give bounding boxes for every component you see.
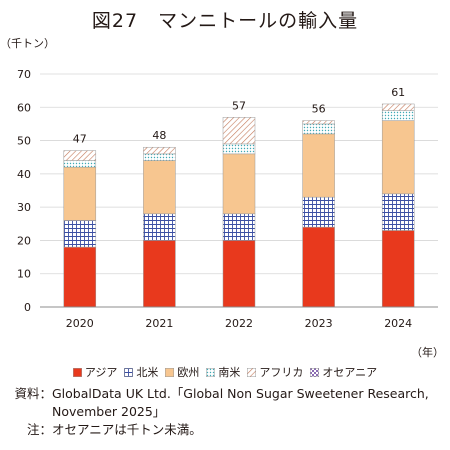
y-tick-label: 20 <box>17 234 31 247</box>
legend-label: アジア <box>84 366 118 379</box>
bar-segment-2 <box>302 133 335 198</box>
bar-segment-1 <box>222 213 256 241</box>
bar-segment-0 <box>302 226 335 308</box>
legend-label: 欧州 <box>177 366 200 379</box>
footnote-label: 注： <box>26 422 52 437</box>
bar-segment-3 <box>222 143 256 155</box>
bar-segment-0 <box>381 230 415 308</box>
y-tick-label: 30 <box>17 201 31 214</box>
bar-total-label: 61 <box>391 86 405 99</box>
y-tick-label: 10 <box>17 268 31 281</box>
bar-segment-2 <box>222 153 256 215</box>
legend-swatch <box>124 367 134 377</box>
x-tick-label: 2022 <box>225 317 253 330</box>
legend-item: アジア <box>72 364 118 380</box>
bar-segment-3 <box>302 123 335 135</box>
legend-swatch <box>72 367 82 377</box>
bar-segment-4 <box>143 146 176 155</box>
bar-segment-2 <box>63 166 97 221</box>
legend-swatch <box>206 367 216 377</box>
bar-segment-4 <box>63 150 97 161</box>
bar-segment-0 <box>222 240 256 308</box>
x-tick-label: 2020 <box>66 317 94 330</box>
legend-label: 南米 <box>218 366 241 379</box>
bar-segment-3 <box>63 160 97 168</box>
bar-total-label: 48 <box>152 129 166 142</box>
bar-segment-0 <box>63 246 97 308</box>
legend: アジア 北米 欧州 南米 アフリカ オセアニア <box>0 364 450 380</box>
legend-item: 北米 <box>124 364 158 380</box>
legend-label: オセアニア <box>322 366 378 379</box>
x-tick-label: 2024 <box>384 317 412 330</box>
bar-segment-2 <box>143 160 176 215</box>
stacked-bar-chart: 47 48 57 56 61 0 10 20 30 40 50 60 70 2020 2021 2022 20… <box>0 37 444 359</box>
bar-segment-1 <box>381 193 415 231</box>
y-tick-label: 0 <box>24 301 31 314</box>
legend-label: 北米 <box>136 366 159 379</box>
source-notes: 資料： GlobalData UK Ltd.「Global Non Sugar … <box>6 385 450 439</box>
y-tick-label: 60 <box>17 101 31 114</box>
source-text: GlobalData UK Ltd.「Global Non Sugar Swee… <box>52 386 429 419</box>
x-tick-label: 2023 <box>305 317 333 330</box>
bar-total-label: 47 <box>73 133 87 146</box>
x-tick-label: 2021 <box>145 317 173 330</box>
bar-segment-3 <box>381 110 415 121</box>
footnote-text: オセアニアは千トン未満。 <box>52 422 202 437</box>
figure-title: 図27 マンニトールの輸入量 <box>91 10 359 32</box>
legend-item: 欧州 <box>165 364 199 380</box>
y-tick-label: 50 <box>17 135 31 148</box>
bar-segment-2 <box>381 120 415 195</box>
bar-segment-1 <box>302 196 335 228</box>
legend-swatch <box>247 367 257 377</box>
x-axis-title: （年） <box>411 345 444 359</box>
legend-item: アフリカ <box>247 364 303 380</box>
legend-swatch <box>310 367 320 377</box>
bar-total-label: 56 <box>312 103 326 116</box>
legend-item: オセアニア <box>310 364 377 380</box>
bar-segment-1 <box>63 220 97 248</box>
bar-segment-4 <box>381 103 415 111</box>
bar-segment-4 <box>222 117 256 145</box>
legend-swatch <box>165 367 175 377</box>
legend-item: 南米 <box>206 364 240 380</box>
bar-segment-4 <box>302 120 335 125</box>
bar-total-label: 57 <box>232 99 246 112</box>
footnote: 注： オセアニアは千トン未満。 <box>6 421 450 439</box>
bar-segment-0 <box>143 240 176 308</box>
y-tick-label: 40 <box>17 168 31 181</box>
bar-segment-3 <box>143 153 176 161</box>
source-note: 資料： GlobalData UK Ltd.「Global Non Sugar … <box>6 385 450 421</box>
y-tick-label: 70 <box>17 68 31 81</box>
legend-label: アフリカ <box>259 366 304 379</box>
y-axis-title: （千トン） <box>0 37 55 50</box>
bar-segment-1 <box>143 213 176 241</box>
source-label: 資料： <box>14 386 52 401</box>
